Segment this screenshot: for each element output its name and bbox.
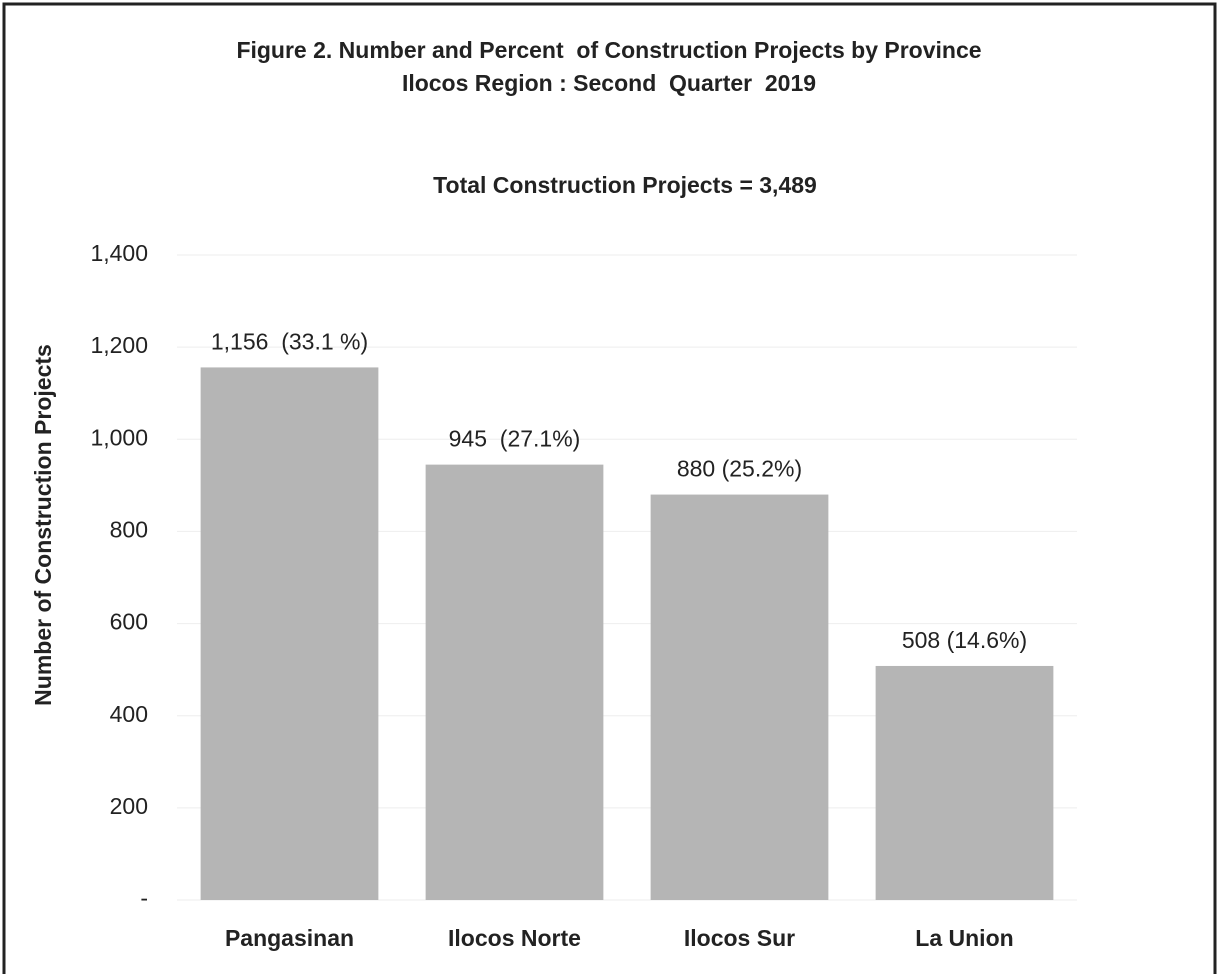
- y-tick-label: 600: [110, 609, 148, 635]
- data-label: 880 (25.2%): [677, 456, 802, 482]
- x-tick-label: Pangasinan: [225, 925, 354, 951]
- x-tick-label: Ilocos Sur: [684, 925, 795, 951]
- y-tick-label: 1,200: [90, 332, 148, 358]
- data-label: 1,156 (33.1 %): [211, 328, 368, 354]
- bar: [425, 464, 604, 900]
- chart-subtitle: Total Construction Projects = 3,489: [433, 172, 817, 198]
- chart-title: Ilocos Region : Second Quarter 2019: [402, 70, 816, 96]
- data-label: 508 (14.6%): [902, 627, 1027, 653]
- x-tick-label: La Union: [915, 925, 1013, 951]
- data-label: 945 (27.1%): [449, 426, 581, 452]
- bar: [650, 494, 829, 900]
- y-tick-label: 400: [110, 701, 148, 727]
- y-tick-label: 800: [110, 517, 148, 543]
- y-tick-label: 1,400: [90, 240, 148, 266]
- chart-title: Figure 2. Number and Percent of Construc…: [236, 37, 981, 63]
- y-axis-label: Number of Construction Projects: [30, 344, 56, 706]
- bar: [200, 367, 379, 900]
- x-tick-label: Ilocos Norte: [448, 925, 581, 951]
- y-tick-label: -: [140, 885, 148, 911]
- y-tick-label: 1,000: [90, 424, 148, 450]
- bar: [875, 665, 1054, 900]
- y-tick-label: 200: [110, 793, 148, 819]
